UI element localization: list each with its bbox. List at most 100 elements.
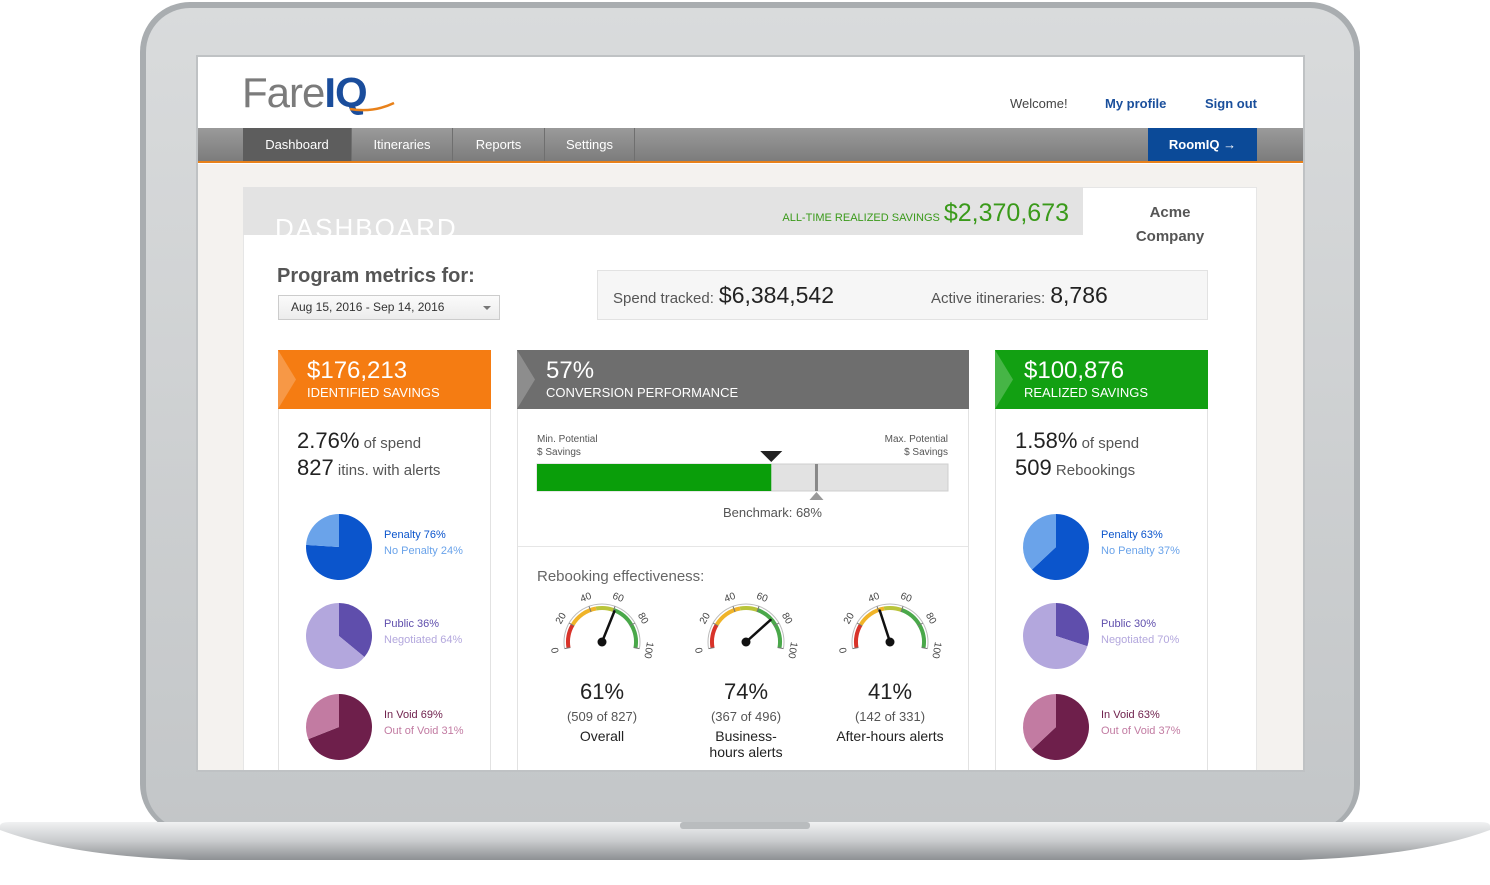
slice-name: Public (384, 618, 414, 630)
gauge-tick-label: 40 (579, 591, 594, 605)
pie-slice (339, 603, 372, 658)
pie-legend: Negotiated 64% (384, 634, 463, 646)
max-label: Max. Potential $ Savings (848, 433, 948, 459)
gauge-band (739, 606, 759, 612)
gauge-tick (777, 647, 784, 650)
link[interactable]: My profile (1105, 96, 1167, 111)
nav-tab[interactable]: Reports (453, 128, 545, 161)
slice-name: Negotiated (384, 634, 437, 646)
logo-fare: Fare (242, 69, 325, 116)
gauge-tick (900, 606, 904, 613)
nav-tab[interactable]: Dashboard (243, 128, 352, 161)
gauge-rim (707, 603, 785, 649)
min-label: Min. Potential $ Savings (537, 433, 598, 459)
slice-value: 30% (1134, 618, 1156, 630)
pie-slice (1031, 514, 1090, 580)
gauge-band (612, 608, 638, 649)
gauge-tick (917, 622, 924, 627)
slice-value: 70% (1157, 634, 1179, 646)
gauge-rim (563, 603, 641, 649)
nav-tab[interactable]: Itineraries (352, 128, 453, 161)
gauge-tick (921, 647, 928, 650)
panel-amount: $176,213 (307, 357, 408, 384)
stat-value: 1.58% (1015, 428, 1078, 453)
stat-value: 827 (297, 455, 334, 480)
gauge-needle (744, 618, 772, 644)
all-time-value: $2,370,673 (943, 199, 1069, 227)
metrics-label: Program metrics for: (277, 265, 475, 287)
gauge-tick-label: 100 (929, 641, 943, 660)
gauge-band (858, 606, 885, 627)
gauge-tick-label: 0 (694, 646, 706, 654)
spend-label: Spend tracked: (613, 290, 714, 307)
slice-value: 31% (442, 725, 464, 737)
slice-name: Penalty (384, 529, 421, 541)
slice-value: 37% (1158, 545, 1180, 557)
dashboard-band: DASHBOARD ALL-TIME REALIZED SAVINGS $2,37… (243, 187, 1083, 235)
gauge-band (854, 624, 863, 649)
laptop-base (0, 822, 1490, 860)
gauge-tick-label: 20 (554, 611, 569, 627)
slice-value: 36% (417, 618, 439, 630)
pie-slice (1056, 603, 1089, 647)
label-line: $ Savings (904, 447, 948, 458)
gauge-band (566, 624, 575, 649)
gauge-hub (597, 637, 607, 647)
pie-legend: In Void 69% (384, 709, 443, 721)
gauge-tick-label: 0 (838, 646, 850, 654)
gauge-value: 41% (867, 679, 913, 704)
gauge-value: 74% (723, 679, 769, 704)
slice-value: 37% (1159, 725, 1181, 737)
pie-legend: Out of Void 37% (1101, 725, 1181, 737)
active-value: 8,786 (1050, 282, 1108, 308)
pie-slice (305, 694, 339, 740)
slice-name: In Void (1101, 709, 1135, 721)
slice-value: 63% (1141, 529, 1163, 541)
slice-value: 63% (1138, 709, 1160, 721)
gauge-rim (851, 603, 929, 649)
gauge-tick-label: 20 (698, 611, 713, 627)
pie-slice (1023, 603, 1088, 669)
stat-text: itins. with alerts (337, 462, 441, 479)
link[interactable]: Sign out (1205, 96, 1257, 111)
gauge-tick (633, 647, 640, 650)
gauge-value: 61% (579, 679, 625, 704)
gauge-tick-label: 100 (641, 641, 655, 660)
pie-slice (306, 514, 339, 547)
gauge-band (595, 606, 615, 612)
screen: FareIQ Welcome! My profile Sign out Dash… (198, 57, 1303, 770)
gauge-tick (756, 606, 760, 613)
gauge-detail: (509 of 827) (566, 709, 638, 724)
gauge-tick (852, 647, 859, 650)
all-time-label: ALL-TIME REALIZED SAVINGS (782, 212, 940, 224)
gauge-tick (708, 647, 715, 650)
roomiq-button[interactable]: RoomIQ → (1148, 128, 1257, 161)
active-label: Active itineraries: (931, 290, 1046, 307)
gauge-name: After-hours alerts (836, 728, 944, 744)
logo[interactable]: FareIQ (242, 69, 368, 117)
pie-slice (1023, 514, 1056, 570)
date-dropdown[interactable]: Aug 15, 2016 - Sep 14, 2016 (278, 295, 500, 320)
spend: Spend tracked: $6,384,542 (613, 282, 834, 309)
company-name: Acme Company (1135, 204, 1205, 245)
stat: 1.58% of spend (1015, 428, 1139, 454)
stat-value: 2.76% (297, 428, 360, 453)
gauge-tick (568, 622, 575, 627)
nav-tab[interactable]: Settings (545, 128, 635, 161)
conversion-panel: 57% CONVERSION PERFORMANCE (517, 350, 969, 770)
stat-text: of spend (363, 435, 422, 452)
pie-legend: Negotiated 70% (1101, 634, 1180, 646)
gauge-needle (600, 610, 616, 644)
gauge-tick (732, 606, 736, 613)
gauge-tick (773, 622, 780, 627)
slice-value: 64% (440, 634, 462, 646)
pie-legend: Out of Void 31% (384, 725, 464, 737)
summary-box: Spend tracked: $6,384,542 Active itinerar… (597, 270, 1208, 320)
pie-legend: No Penalty 24% (384, 545, 463, 557)
slice-value: 76% (424, 529, 446, 541)
logo-iq: IQ (324, 69, 367, 116)
spend-value: $6,384,542 (718, 282, 835, 308)
panel-title: CONVERSION PERFORMANCE (546, 385, 739, 400)
slice-value: 24% (441, 545, 463, 557)
pie-legend: Public 30% (1101, 618, 1156, 630)
